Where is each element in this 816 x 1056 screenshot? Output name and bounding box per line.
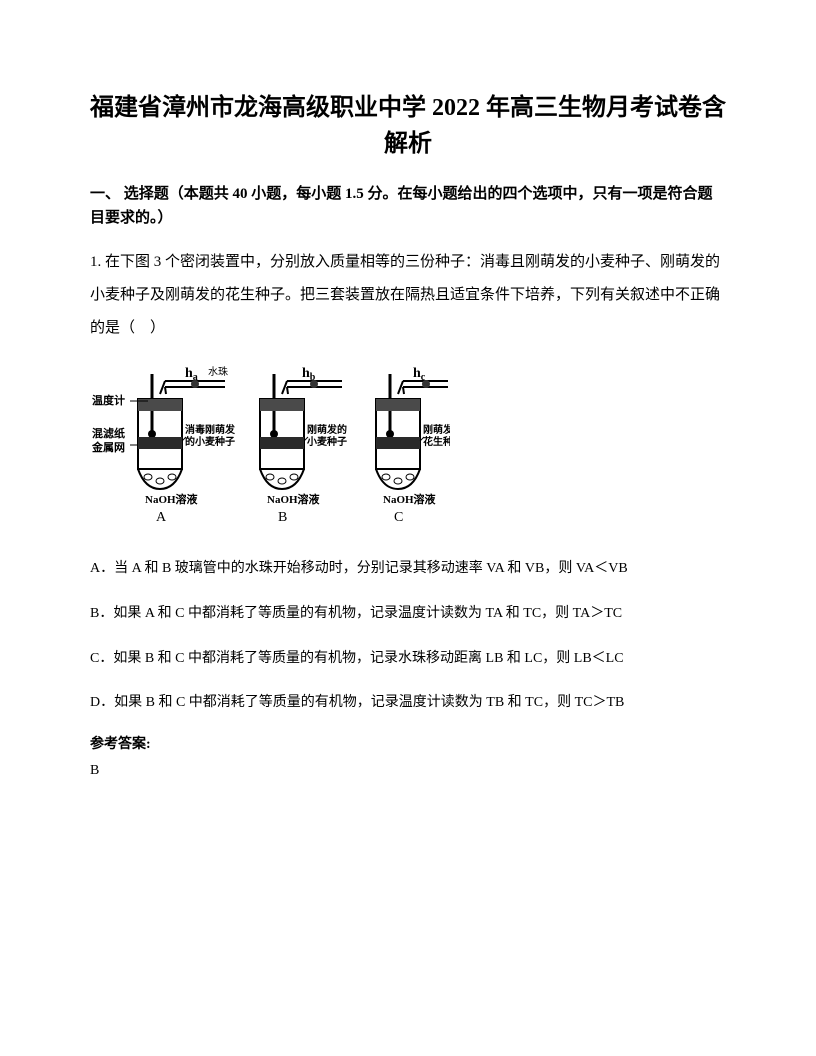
label-a: A xyxy=(156,510,167,525)
section-header: 一、 选择题（本题共 40 小题，每小题 1.5 分。在每小题给出的四个选项中，… xyxy=(90,182,726,230)
answer-value: B xyxy=(90,763,726,779)
option-b: B．如果 A 和 C 中都消耗了等质量的有机物，记录温度计读数为 TA 和 TC… xyxy=(90,599,726,630)
hc-label: hc xyxy=(413,366,426,383)
water-drop-label: 水珠 xyxy=(208,365,228,378)
seed-b-label: 刚萌发的 xyxy=(307,423,347,436)
diagram-svg: ha 水珠 温度计 混滤纸 金属网 消毒刚萌发 的小麦种子 NaOH溶液 xyxy=(90,359,450,529)
option-c: C．如果 B 和 C 中都消耗了等质量的有机物，记录水珠移动距离 LB 和 LC… xyxy=(90,644,726,675)
question-text: 1. 在下图 3 个密闭装置中，分别放入质量相等的三份种子：消毒且刚萌发的小麦种… xyxy=(90,246,726,345)
ha-label: ha xyxy=(185,366,198,383)
experiment-diagram: ha 水珠 温度计 混滤纸 金属网 消毒刚萌发 的小麦种子 NaOH溶液 xyxy=(90,359,726,534)
naoh-b: NaOH溶液 xyxy=(267,492,321,506)
label-c: C xyxy=(394,510,403,525)
seed-a-label: 消毒刚萌发 xyxy=(185,423,236,436)
thermometer-label: 温度计 xyxy=(92,393,125,407)
seed-c-label: 刚萌发的 xyxy=(423,423,450,436)
svg-text:花生种子: 花生种子 xyxy=(423,435,450,448)
hb-label: hb xyxy=(302,366,316,383)
question-body: 在下图 3 个密闭装置中，分别放入质量相等的三份种子：消毒且刚萌发的小麦种子、刚… xyxy=(90,254,720,336)
answer-label: 参考答案: xyxy=(90,733,726,753)
page-title: 福建省漳州市龙海高级职业中学 2022 年高三生物月考试卷含解析 xyxy=(90,90,726,162)
option-a: A．当 A 和 B 玻璃管中的水珠开始移动时，分别记录其移动速率 VA 和 VB… xyxy=(90,554,726,585)
question-number: 1. xyxy=(90,254,101,270)
mesh-label: 金属网 xyxy=(91,440,125,454)
naoh-c: NaOH溶液 xyxy=(383,492,437,506)
svg-text:小麦种子: 小麦种子 xyxy=(306,435,347,448)
option-d: D．如果 B 和 C 中都消耗了等质量的有机物，记录温度计读数为 TB 和 TC… xyxy=(90,688,726,719)
filter-label: 混滤纸 xyxy=(92,426,125,440)
label-b: B xyxy=(278,510,287,525)
svg-text:的小麦种子: 的小麦种子 xyxy=(185,435,235,448)
naoh-a: NaOH溶液 xyxy=(145,492,199,506)
